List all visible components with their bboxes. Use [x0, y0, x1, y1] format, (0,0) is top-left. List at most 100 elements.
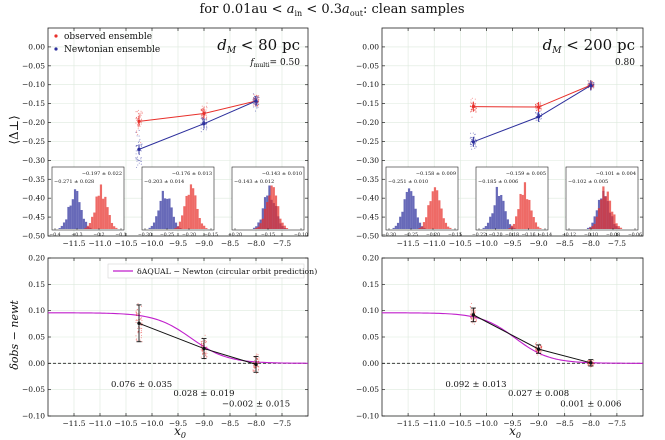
inset-newtonian-label: −0.185 ± 0.006 — [478, 179, 518, 185]
xtick-label: −8.0 — [582, 239, 600, 248]
hist-bar-newtonian — [67, 206, 70, 229]
ensemble-dot — [474, 317, 476, 319]
inset-tick-label: −0.08 — [606, 232, 620, 238]
hist-bar-observed — [268, 195, 271, 229]
hist-bar-newtonian — [172, 216, 175, 229]
inset-tick-label: −0.2 — [93, 232, 104, 238]
ensemble-dot — [255, 106, 257, 108]
ytick-label: −0.10 — [22, 412, 45, 421]
hist-bar-observed — [176, 226, 179, 229]
series-point — [254, 99, 258, 103]
inset-observed-label: −0.143 ± 0.010 — [262, 171, 302, 177]
aqual-prediction-curve — [47, 312, 309, 364]
ensemble-dot — [538, 113, 541, 115]
ensemble-dot — [254, 95, 256, 98]
ensemble-dot — [588, 82, 590, 84]
ensemble-dot — [140, 330, 142, 332]
ensemble-dot — [141, 331, 143, 333]
ensemble-dot — [258, 96, 260, 98]
ensemble-dot — [535, 349, 537, 351]
ensemble-dot — [474, 310, 476, 312]
title-sub: M — [551, 46, 562, 56]
hist-bar-observed — [266, 202, 269, 229]
inset-observed-label: −0.197 ± 0.022 — [82, 171, 122, 177]
ensemble-dot — [593, 359, 595, 361]
ensemble-dot — [254, 366, 256, 368]
ensemble-dot — [258, 99, 260, 101]
hist-bar-observed — [447, 226, 450, 229]
ensemble-dot — [137, 141, 140, 143]
hist-bar-observed — [259, 223, 262, 229]
inset-newtonian-label: −0.143 ± 0.012 — [234, 179, 274, 185]
ensemble-dot — [137, 125, 139, 127]
hist-bar-newtonian — [403, 199, 406, 229]
ensemble-dot — [474, 144, 477, 146]
xlabel-right: x0 — [509, 424, 521, 440]
hist-bar-newtonian — [76, 190, 79, 229]
ytick-label: −0.20 — [356, 118, 379, 127]
ensemble-dot — [202, 110, 204, 113]
ensemble-dot — [470, 102, 472, 104]
ensemble-dot — [474, 106, 476, 109]
ensemble-dot — [593, 83, 595, 86]
xtick-label: −11.0 — [89, 419, 112, 428]
hist-bar-newtonian — [82, 218, 85, 229]
ytick-label: −0.40 — [22, 194, 45, 203]
panel-top-right: −11.5 −11.0 −10.5 −10.0 −9.5 −9.0 −8.5 −8.0 −7.5… — [356, 27, 644, 248]
ensemble-dot — [470, 302, 473, 304]
ensemble-dot — [252, 104, 254, 106]
ensemble-dot — [540, 346, 542, 348]
ytick-label: 0.00 — [362, 359, 379, 368]
ytick-label: −0.20 — [22, 118, 45, 127]
hist-bar-newtonian — [148, 227, 151, 229]
ensemble-dot — [138, 113, 140, 115]
ensemble-dot — [136, 130, 138, 132]
ensemble-dot — [201, 349, 203, 351]
ensemble-dot — [541, 108, 543, 110]
inset-tick-label: −0.3 — [71, 232, 82, 238]
inset-tick-label: −0.14 — [538, 232, 552, 238]
ensemble-dot — [140, 118, 143, 120]
inset-frame — [475, 166, 549, 231]
bottom-ylabel: δobs − newt — [8, 300, 21, 370]
ensemble-dot — [471, 316, 474, 318]
ensemble-dot — [257, 106, 259, 108]
inset-tick-label: −0.25 — [160, 232, 174, 238]
measurement-annotation: 0.076 ± 0.035 — [111, 380, 172, 390]
hist-bar-newtonian — [401, 211, 404, 229]
hist-bar-observed — [528, 199, 531, 229]
ensemble-dot — [206, 125, 208, 127]
ensemble-dot — [588, 360, 590, 362]
xtick-label: −9.0 — [529, 419, 547, 428]
ytick-label: 0.05 — [362, 333, 379, 342]
measurement-annotation: −0.002 ± 0.015 — [222, 400, 290, 410]
ensemble-dot — [137, 305, 139, 307]
hist-bar-newtonian — [412, 195, 415, 229]
hist-bar-observed — [418, 228, 421, 229]
hist-bar-observed — [261, 218, 264, 229]
ensemble-dot — [138, 129, 140, 132]
hist-bar-observed — [97, 195, 100, 229]
hist-bar-newtonian — [407, 188, 411, 229]
ensemble-dot — [256, 107, 258, 109]
ensemble-dot — [135, 118, 137, 120]
xtick-label: −9.0 — [195, 239, 213, 248]
ensemble-dot — [474, 146, 476, 148]
hist-bar-newtonian — [394, 225, 397, 229]
ensemble-dot — [470, 309, 472, 311]
ensemble-dot — [587, 359, 589, 362]
ensemble-dot — [139, 125, 141, 127]
ensemble-dot — [535, 345, 537, 347]
inset-tick-label: −0.15 — [204, 232, 218, 238]
ensemble-dot — [140, 337, 142, 339]
ensemble-dot — [535, 341, 537, 343]
hist-bar-observed — [515, 216, 518, 229]
ensemble-dot — [140, 324, 142, 326]
series-line-newtonian — [138, 100, 257, 150]
hist-bar-newtonian — [396, 222, 400, 229]
ytick-label: −0.40 — [356, 194, 379, 203]
ensemble-dot — [535, 348, 537, 350]
inset-tick-label: −0.30 — [382, 232, 396, 238]
panel-bottom-right: −11.5 −11.0 −10.5 −10.0 −9.5 −9.0 −8.5 −8.0 −7.5… — [356, 254, 644, 428]
hist-bar-observed — [205, 228, 208, 229]
